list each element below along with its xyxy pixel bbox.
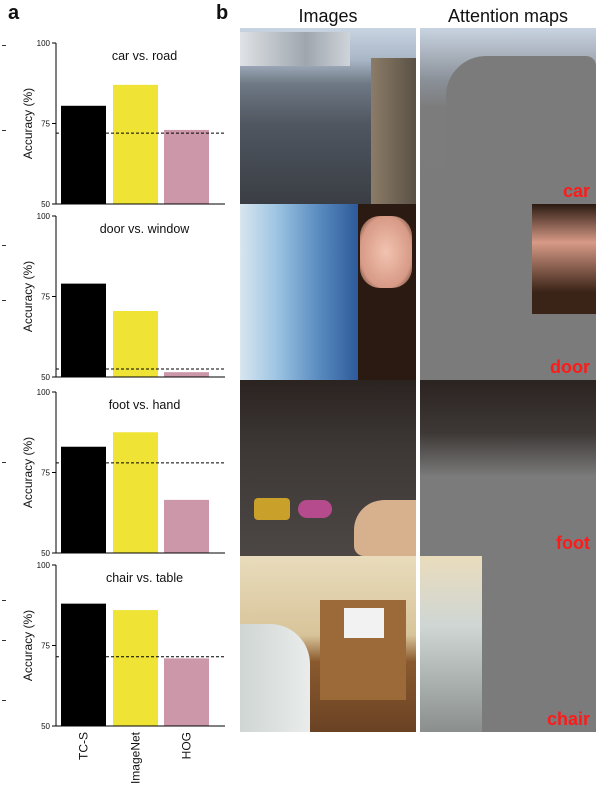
edge-tick <box>2 45 6 46</box>
attention-maps-column-header: Attention maps <box>447 6 569 26</box>
y-tick-label: 100 <box>37 39 51 48</box>
y-tick-label: 100 <box>37 212 51 221</box>
edge-tick <box>2 462 6 463</box>
high-chair <box>240 624 310 732</box>
toy-wheels <box>298 500 332 518</box>
bar <box>113 84 158 204</box>
y-tick-label: 75 <box>41 642 50 651</box>
parked-cars <box>240 32 350 66</box>
y-tick-label: 100 <box>37 388 51 397</box>
bar <box>164 499 209 553</box>
car-wall <box>371 58 416 204</box>
y-axis-label: Accuracy (%) <box>21 610 35 681</box>
bar <box>113 432 158 553</box>
car-image-tile <box>240 28 416 204</box>
edge-tick <box>2 600 6 601</box>
hand <box>354 500 416 556</box>
edge-tick <box>2 640 6 641</box>
y-tick-label: 100 <box>37 561 51 570</box>
bar <box>113 310 158 377</box>
chair-attention-tile: chair <box>420 556 596 732</box>
edge-tick <box>2 300 6 301</box>
bar <box>61 283 106 377</box>
edge-tick <box>2 130 6 131</box>
chair-label: chair <box>546 709 590 729</box>
door-image-tile <box>240 204 416 380</box>
papers <box>344 608 384 638</box>
x-tick-label: TC-S <box>77 732 91 760</box>
y-axis-label: Accuracy (%) <box>21 88 35 159</box>
attention-visible-region <box>420 556 482 732</box>
car-attention-tile: car <box>420 28 596 204</box>
attention-gray-mask <box>446 56 596 204</box>
y-tick-label: 50 <box>41 549 50 558</box>
bar <box>164 372 209 377</box>
x-tick-label: ImageNet <box>129 731 143 784</box>
foot-label: foot <box>556 533 590 553</box>
y-tick-label: 50 <box>41 373 50 382</box>
foot-image-tile <box>240 380 416 556</box>
edge-tick <box>2 245 6 246</box>
chart-title: door vs. window <box>100 222 191 236</box>
chart-title: chair vs. table <box>106 571 183 585</box>
y-tick-label: 50 <box>41 722 50 731</box>
chair-image-tile <box>240 556 416 732</box>
attention-visible-region <box>532 204 596 314</box>
bar <box>61 603 106 726</box>
door-label: door <box>550 357 590 377</box>
car-label: car <box>562 181 590 201</box>
toy <box>254 498 290 520</box>
bar <box>164 658 209 726</box>
door-attention-tile: door <box>420 204 596 380</box>
bar <box>61 446 106 553</box>
foot-attention-tile: foot <box>420 380 596 556</box>
y-tick-label: 50 <box>41 200 50 209</box>
chart-title: foot vs. hand <box>109 398 181 412</box>
chart-title: car vs. road <box>112 49 177 63</box>
edge-tick <box>2 700 6 701</box>
x-tick-label: HOG <box>180 732 194 759</box>
panel-a-label: a <box>8 2 20 24</box>
lamp-shade <box>360 216 412 288</box>
bar <box>113 610 158 726</box>
y-tick-label: 75 <box>41 293 50 302</box>
y-tick-label: 75 <box>41 120 50 129</box>
images-column-header: Images <box>298 6 358 26</box>
curtain <box>240 204 358 380</box>
bar <box>164 129 209 204</box>
y-axis-label: Accuracy (%) <box>21 261 35 332</box>
panel-b-label: b <box>216 2 229 24</box>
y-axis-label: Accuracy (%) <box>21 437 35 508</box>
bar <box>61 105 106 204</box>
y-tick-label: 75 <box>41 469 50 478</box>
